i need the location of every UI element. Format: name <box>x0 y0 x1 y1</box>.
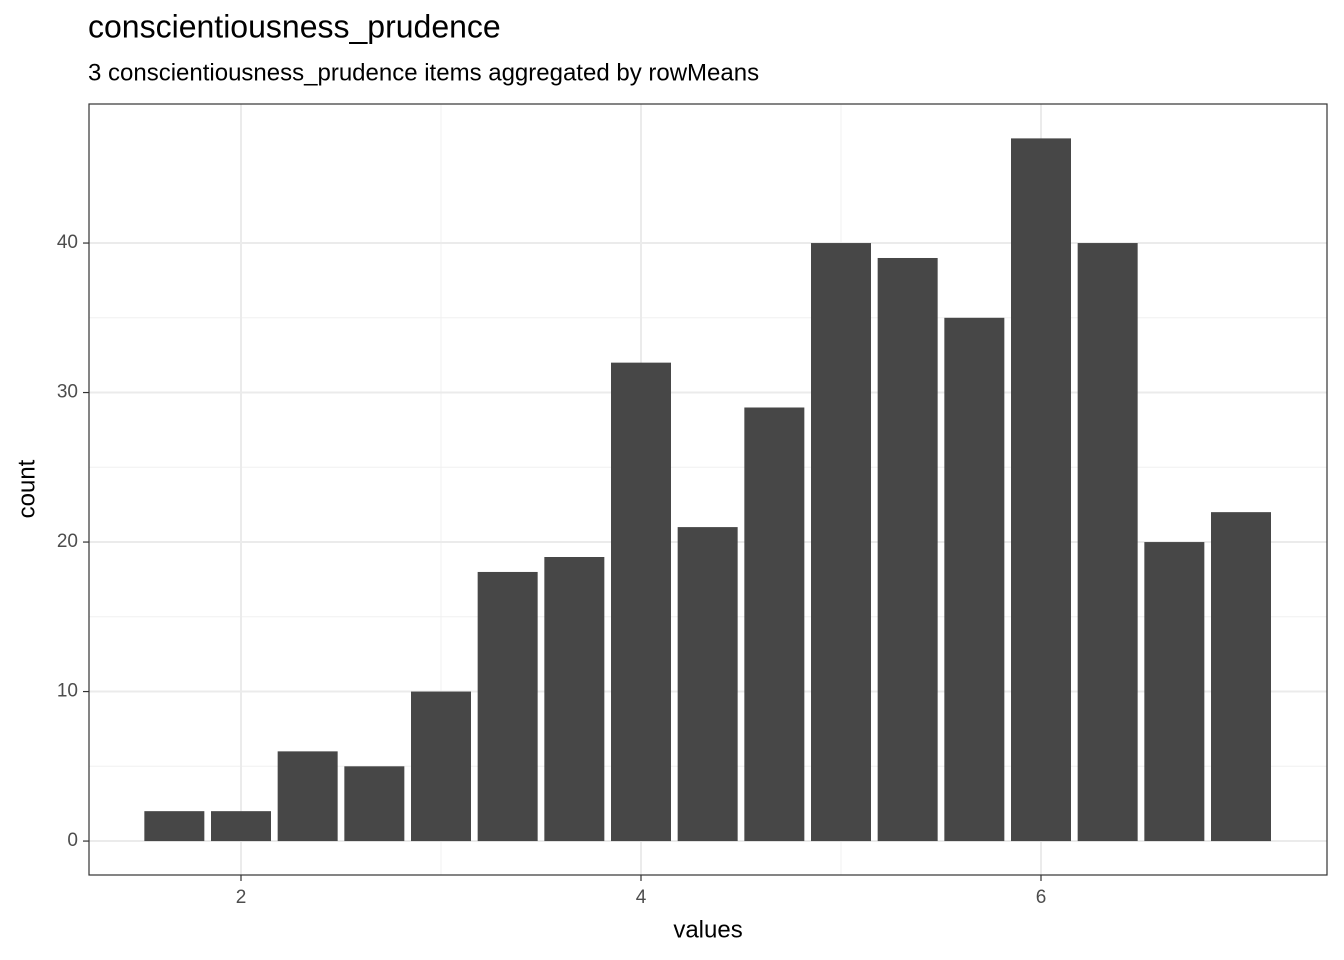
chart-subtitle: 3 conscientiousness_prudence items aggre… <box>88 59 759 86</box>
y-tick-label: 30 <box>57 382 78 403</box>
bar <box>1211 512 1271 842</box>
bar <box>611 362 671 842</box>
x-tick-label: 4 <box>636 887 647 908</box>
x-tick-label: 2 <box>236 887 247 908</box>
bar <box>677 527 738 842</box>
y-tick-label: 20 <box>57 531 78 552</box>
bar <box>144 811 205 842</box>
bar <box>411 691 471 842</box>
chart-title: conscientiousness_prudence <box>88 8 501 44</box>
bar <box>811 243 871 842</box>
bar <box>344 766 405 842</box>
bar <box>944 317 1005 842</box>
y-tick-label: 10 <box>57 681 78 702</box>
bar <box>744 407 805 842</box>
bar <box>477 571 538 842</box>
y-tick-label: 40 <box>57 232 78 253</box>
bar <box>277 751 338 842</box>
bar <box>544 557 605 842</box>
y-tick-label: 0 <box>67 830 78 851</box>
bar <box>211 811 271 842</box>
bar <box>1144 542 1205 842</box>
x-tick-label: 6 <box>1036 887 1047 908</box>
bar <box>1011 138 1071 842</box>
y-axis-title: count <box>13 459 40 518</box>
panel-border <box>88 103 1328 876</box>
bar <box>877 257 938 842</box>
bar <box>1077 243 1138 842</box>
x-axis-title: values <box>673 916 742 943</box>
